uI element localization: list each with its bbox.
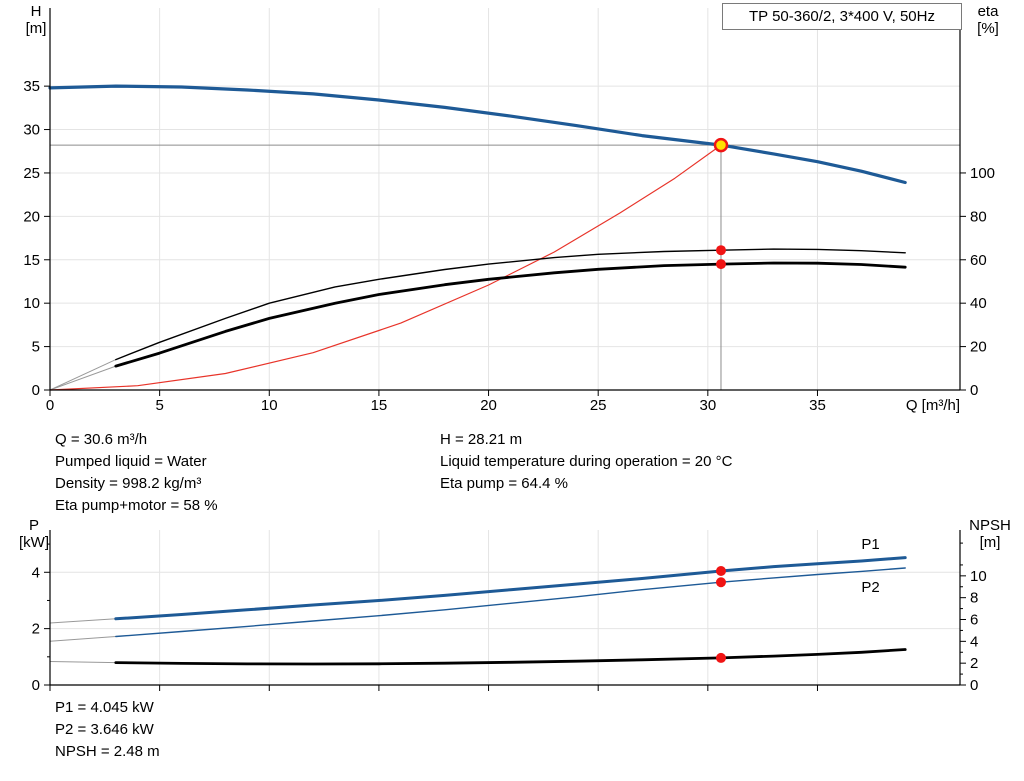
info-eta-pump-motor: Eta pump+motor = 58 % xyxy=(55,497,218,514)
y-left-tick-label: 5 xyxy=(32,339,40,356)
info-p2: P2 = 3.646 kW xyxy=(55,721,154,738)
info-pumped-liquid: Pumped liquid = Water xyxy=(55,453,207,470)
p2-curve xyxy=(115,567,906,638)
y-left-tick-label: 2 xyxy=(32,621,40,638)
y-right-tick-label: 6 xyxy=(970,612,978,629)
p1-duty-dot xyxy=(715,566,726,577)
eta-axis-title: eta [%] xyxy=(964,3,1012,37)
pump-title-text: TP 50-360/2, 3*400 V, 50Hz xyxy=(749,8,935,25)
x-tick-label: 25 xyxy=(590,397,607,414)
x-tick-label: 5 xyxy=(155,397,163,414)
x-tick-label: 30 xyxy=(699,397,716,414)
eta-pump-curve xyxy=(115,248,906,361)
p1-leadin xyxy=(49,618,117,624)
npsh-leadin xyxy=(49,661,117,664)
info-npsh: NPSH = 2.48 m xyxy=(55,743,160,760)
y-left-tick-label: 0 xyxy=(32,677,40,694)
npsh-axis-symbol: NPSH xyxy=(969,517,1011,534)
y-left-tick-label: 4 xyxy=(32,564,40,581)
y-left-tick-label: 30 xyxy=(23,122,40,139)
info-head: H = 28.21 m xyxy=(440,431,523,448)
operating-point-info-left: Q = 30.6 m³/h Pumped liquid = Water Dens… xyxy=(55,429,218,517)
npsh-duty-dot xyxy=(715,652,726,663)
p2-leadin xyxy=(49,636,117,642)
eta-axis-unit: [%] xyxy=(977,20,999,37)
info-p1: P1 = 4.045 kW xyxy=(55,699,154,716)
power-axis-title: P [kW] xyxy=(12,517,56,551)
power-axis-unit: [kW] xyxy=(19,534,49,551)
eta-axis-symbol: eta xyxy=(977,3,999,20)
x-tick-label: 35 xyxy=(809,397,826,414)
p1-curve xyxy=(114,556,907,621)
info-flow: Q = 30.6 m³/h xyxy=(55,431,148,448)
y-right-tick-label: 10 xyxy=(970,568,987,585)
npsh-curve xyxy=(114,648,907,666)
y-right-tick-label: 0 xyxy=(970,382,978,399)
y-right-tick-label: 0 xyxy=(970,677,978,694)
eta-pump-duty-dot xyxy=(715,245,726,256)
eta-pump-motor-leadin xyxy=(49,365,117,391)
y-left-tick-label: 25 xyxy=(23,165,40,182)
p2-series-label: P2 xyxy=(861,579,879,596)
npsh-axis-title: NPSH [m] xyxy=(962,517,1018,551)
info-density: Density = 998.2 kg/m³ xyxy=(55,475,202,492)
info-eta-pump: Eta pump = 64.4 % xyxy=(440,475,568,492)
operating-point-info-right: H = 28.21 m Liquid temperature during op… xyxy=(440,429,732,495)
x-tick-label: 15 xyxy=(371,397,388,414)
pump-title-box: TP 50-360/2, 3*400 V, 50Hz xyxy=(722,3,962,30)
y-right-tick-label: 60 xyxy=(970,252,987,269)
eta-pump-motor-duty-dot xyxy=(715,259,726,270)
y-left-tick-label: 15 xyxy=(23,252,40,269)
eta-pump-motor-curve xyxy=(114,261,907,368)
eta-pump-leadin xyxy=(49,359,117,391)
flow-axis-title: Q [m³/h] xyxy=(905,397,960,414)
y-right-tick-label: 20 xyxy=(970,339,987,356)
npsh-axis-unit: [m] xyxy=(979,534,1001,551)
head-axis-title: H [m] xyxy=(18,3,54,37)
x-tick-label: 10 xyxy=(261,397,278,414)
head-efficiency-chart: 0 5 10 15 20 25 30 35 0 5 10 15 20 25 30 35 0 20 40 60 80 100 xyxy=(23,8,995,414)
system-curve xyxy=(49,144,722,391)
p1-series-label: P1 xyxy=(861,536,879,553)
y-right-tick-label: 40 xyxy=(970,295,987,312)
power-npsh-chart: 0 2 4 0 2 4 6 8 10 P1 P2 xyxy=(32,530,987,694)
y-right-tick-label: 2 xyxy=(970,655,978,672)
y-left-tick-label: 0 xyxy=(32,382,40,399)
power-info-block: P1 = 4.045 kW P2 = 3.646 kW NPSH = 2.48 … xyxy=(55,697,160,763)
y-right-tick-label: 100 xyxy=(970,165,995,182)
y-left-tick-label: 10 xyxy=(23,295,40,312)
head-axis-symbol: H xyxy=(30,3,42,20)
power-axis-symbol: P xyxy=(28,517,39,534)
y-left-tick-label: 35 xyxy=(23,78,40,95)
duty-point-marker[interactable] xyxy=(713,137,729,153)
y-left-tick-label: 20 xyxy=(23,208,40,225)
head-curve xyxy=(48,84,907,185)
x-tick-label: 20 xyxy=(480,397,497,414)
x-tick-label: 0 xyxy=(46,397,54,414)
p2-duty-dot xyxy=(715,577,726,588)
y-right-tick-label: 4 xyxy=(970,633,978,650)
info-liquid-temperature: Liquid temperature during operation = 20… xyxy=(440,453,733,470)
head-axis-unit: [m] xyxy=(25,20,47,37)
y-right-tick-label: 8 xyxy=(970,590,978,607)
y-right-tick-label: 80 xyxy=(970,208,987,225)
